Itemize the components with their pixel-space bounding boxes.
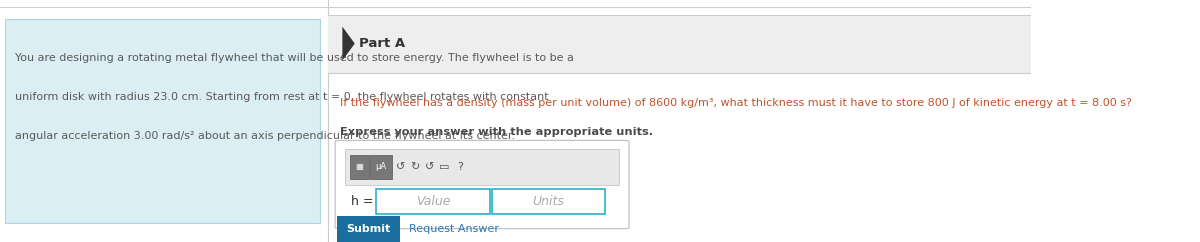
FancyBboxPatch shape [346, 149, 619, 185]
FancyBboxPatch shape [335, 140, 629, 229]
FancyBboxPatch shape [371, 155, 392, 179]
Text: ▦: ▦ [355, 162, 364, 172]
Text: If the flywheel has a density (mass per unit volume) of 8600 kg/m³, what thickne: If the flywheel has a density (mass per … [341, 98, 1132, 108]
Text: Value: Value [416, 195, 450, 208]
FancyBboxPatch shape [337, 216, 400, 242]
Text: Express your answer with the appropriate units.: Express your answer with the appropriate… [341, 127, 654, 137]
Polygon shape [342, 27, 355, 60]
Text: ↺: ↺ [396, 162, 404, 172]
Text: μA: μA [376, 162, 386, 172]
Text: Request Answer: Request Answer [409, 224, 499, 234]
FancyBboxPatch shape [492, 189, 605, 214]
Text: ↺: ↺ [425, 162, 434, 172]
Text: Units: Units [533, 195, 564, 208]
Text: ?: ? [457, 162, 463, 172]
Text: uniform disk with radius 23.0 cm. Starting from rest at t = 0, the flywheel rota: uniform disk with radius 23.0 cm. Starti… [16, 92, 550, 102]
Text: ↻: ↻ [410, 162, 419, 172]
FancyBboxPatch shape [349, 155, 370, 179]
Text: Part A: Part A [359, 37, 404, 50]
Text: You are designing a rotating metal flywheel that will be used to store energy. T: You are designing a rotating metal flywh… [16, 53, 575, 63]
Text: angular acceleration 3.00 rad/s² about an axis perpendicular to the flywheel at : angular acceleration 3.00 rad/s² about a… [16, 130, 516, 141]
Text: ▭: ▭ [439, 162, 450, 172]
Text: h =: h = [350, 195, 373, 208]
FancyBboxPatch shape [377, 189, 490, 214]
FancyBboxPatch shape [5, 19, 319, 223]
FancyBboxPatch shape [328, 15, 1031, 73]
Text: Submit: Submit [347, 224, 391, 234]
